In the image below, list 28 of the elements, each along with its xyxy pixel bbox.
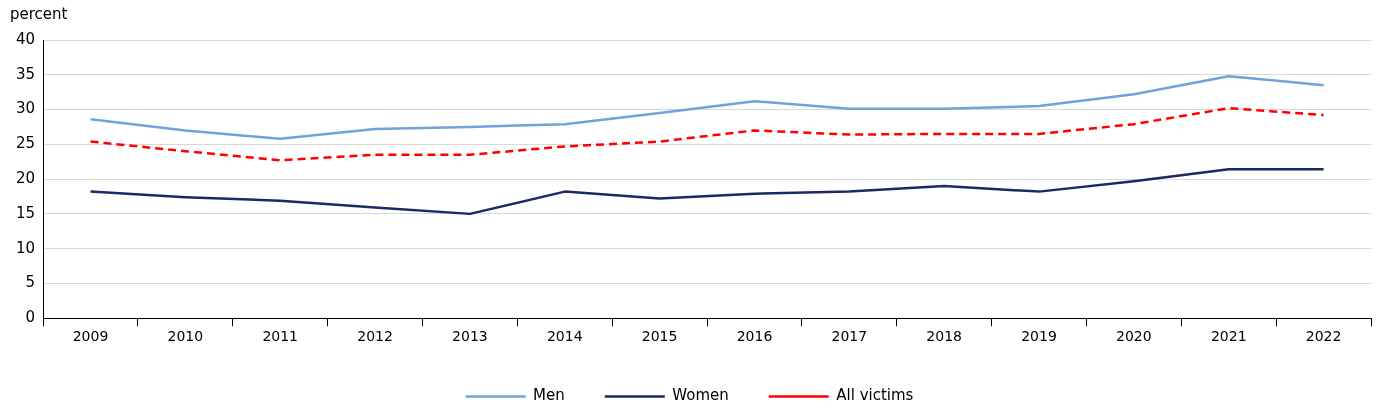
y-tick-label: 10 xyxy=(15,238,36,257)
line-series xyxy=(89,106,1325,162)
legend-label: All victims xyxy=(836,386,914,405)
x-tick-label: 2013 xyxy=(452,328,488,345)
x-tick-label: 2012 xyxy=(357,328,393,345)
y-tick-label: 40 xyxy=(15,29,36,48)
y-tick-label: 5 xyxy=(25,273,36,292)
x-tick-label: 2014 xyxy=(546,328,583,345)
y-tick-label: 30 xyxy=(15,99,36,118)
y-tick-label: 15 xyxy=(15,203,36,222)
y-axis-title: percent xyxy=(10,5,68,24)
legend-label: Women xyxy=(672,386,729,405)
y-tick-label: 25 xyxy=(15,134,36,153)
x-tick-label: 2022 xyxy=(1305,328,1342,345)
legend-label: Men xyxy=(533,386,565,405)
y-tick-label: 20 xyxy=(15,168,36,187)
x-tick-label: 2010 xyxy=(167,328,204,345)
y-tick-label: 35 xyxy=(15,64,36,83)
x-tick-label: 2011 xyxy=(262,328,299,345)
x-tick-label: 2021 xyxy=(1210,328,1247,345)
x-tick-label: 2015 xyxy=(641,328,678,345)
y-tick-label: 0 xyxy=(25,308,36,327)
x-tick-label: 2019 xyxy=(1021,328,1057,345)
x-tick-label: 2018 xyxy=(926,328,962,345)
x-tick-label: 2016 xyxy=(736,328,773,345)
x-tick-label: 2020 xyxy=(1116,328,1152,345)
x-tick-label: 2009 xyxy=(72,328,109,345)
x-tick-label: 2017 xyxy=(831,328,868,345)
